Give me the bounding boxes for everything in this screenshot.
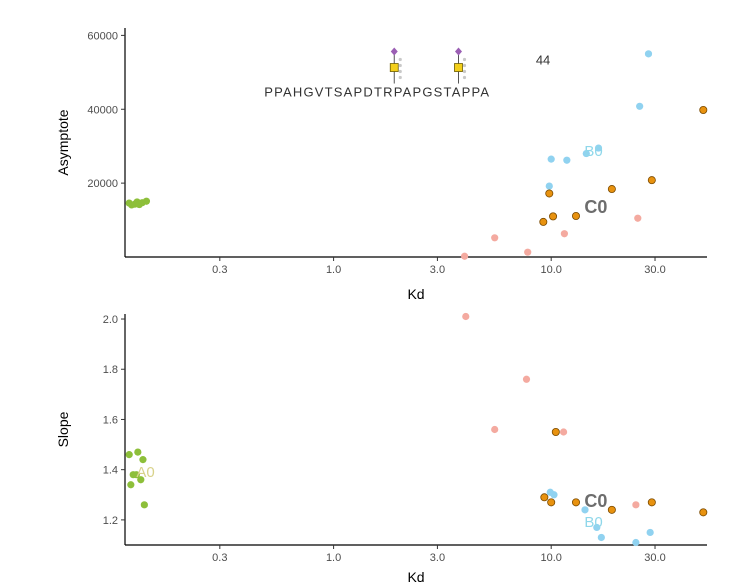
asymptote-x-tick-label: 30.0 [644, 264, 665, 276]
slope-y-tick-label: 1.6 [103, 414, 118, 426]
asymptote-y-tick-label: 20000 [87, 178, 118, 190]
asymptote-point-series-3 [607, 185, 616, 194]
asymptote-point-series-1 [461, 252, 469, 260]
asymptote-y-tick-label: 40000 [87, 104, 118, 116]
glycan-symbol [454, 47, 467, 84]
glycan-dot [462, 69, 467, 74]
asymptote-annotations: B0 C0 44 PPAHGVTSAPDTRPAPGSTAPPA [264, 47, 607, 217]
asymptote-annotation-label: B0 [584, 143, 602, 160]
slope-point-series-3 [547, 498, 556, 507]
asymptote-point-series-3 [549, 212, 558, 221]
asymptote-point-series-2 [644, 50, 653, 58]
glycan-square [454, 63, 463, 72]
asymptote-point-series-1 [560, 230, 569, 238]
slope-panel: C0 B0 A0 0.3 1.0 3.0 10.0 30.0 1.2 1.4 1.6 1.8 2.0 K… [55, 312, 708, 585]
asymptote-annotation-label: 44 [536, 53, 550, 68]
slope-point-series-2 [632, 538, 640, 547]
asymptote-point-series-2 [547, 155, 555, 163]
slope-y-tick-label: 1.2 [103, 515, 118, 527]
slope-y-axis-title: Slope [55, 411, 71, 447]
slope-point-series-3 [699, 508, 708, 517]
slope-point-series-3 [571, 498, 580, 507]
slope-x-tick-label: 30.0 [644, 552, 665, 564]
asymptote-x-axis-title: Kd [407, 286, 424, 302]
asymptote-x-tick-label: 0.3 [212, 264, 227, 276]
asymptote-point-series-2 [582, 149, 590, 158]
asymptote-point-series-2 [636, 102, 644, 110]
slope-x-axis-title: Kd [407, 569, 424, 585]
asymptote-point-series-3 [647, 176, 656, 185]
glycan-square [389, 63, 399, 72]
asymptote-marks [125, 50, 708, 260]
glycan-dot [398, 75, 402, 80]
slope-point-series-3 [540, 493, 549, 502]
asymptote-x-tick-label: 3.0 [430, 264, 445, 276]
slope-annotation-label: A0 [136, 464, 154, 481]
slope-point-series-0 [132, 471, 140, 479]
glycan-diamond [455, 47, 463, 56]
slope-x-tick-label: 3.0 [430, 552, 445, 564]
slope-point-series-0 [139, 456, 147, 464]
slope-point-series-0 [127, 481, 135, 489]
slope-point-series-1 [462, 312, 470, 321]
slope-point-series-3 [647, 498, 656, 507]
slope-y-tick-label: 1.4 [103, 465, 118, 477]
asymptote-panel: B0 C0 44 PPAHGVTSAPDTRPAPGSTAPPA 0.3 1.0 3.0 1… [55, 28, 708, 302]
glycan-dot [462, 75, 467, 80]
glycan-dot [462, 57, 467, 62]
asymptote-point-series-2 [545, 182, 553, 190]
slope-annotations: C0 B0 A0 [136, 464, 607, 531]
glycan-dot [398, 69, 402, 74]
asymptote-annotation-label: C0 [584, 197, 607, 217]
glycan-dot [398, 63, 402, 68]
slope-point-series-3 [607, 505, 616, 514]
asymptote-point-series-3 [699, 105, 708, 114]
slope-x-tick-label: 10.0 [540, 552, 561, 564]
asymptote-y-tick-label: 60000 [87, 30, 118, 42]
slope-annotation-label: B0 [584, 514, 602, 531]
asymptote-point-series-3 [571, 212, 580, 221]
slope-annotation-label: C0 [584, 491, 607, 511]
slope-point-series-0 [140, 501, 148, 509]
slope-point-series-2 [597, 533, 605, 542]
slope-point-series-1 [522, 375, 531, 383]
slope-y-tick-label: 2.0 [103, 314, 118, 326]
asymptote-point-series-2 [594, 144, 603, 152]
asymptote-point-series-3 [539, 217, 548, 226]
asymptote-point-series-2 [563, 156, 571, 164]
asymptote-point-series-1 [524, 248, 532, 256]
slope-point-series-3 [551, 428, 560, 437]
slope-point-series-1 [632, 501, 640, 509]
asymptote-point-series-1 [634, 214, 642, 222]
asymptote-point-series-3 [545, 189, 554, 198]
asymptote-y-axis-title: Asymptote [55, 109, 71, 175]
glycan-symbol [389, 47, 402, 84]
slope-y-tick-label: 1.8 [103, 364, 118, 376]
slope-x-tick-label: 0.3 [212, 552, 227, 564]
slope-x-tick-label: 1.0 [326, 552, 341, 564]
glycan-diamond [390, 47, 398, 56]
slope-point-series-1 [559, 428, 568, 436]
slope-point-series-0 [137, 476, 145, 484]
peptide-sequence-label: PPAHGVTSAPDTRPAPGSTAPPA [264, 85, 490, 100]
asymptote-point-series-0 [142, 197, 151, 205]
asymptote-x-tick-label: 1.0 [326, 264, 341, 276]
asymptote-x-tick-label: 10.0 [540, 264, 561, 276]
asymptote-point-series-1 [491, 234, 499, 242]
slope-point-series-0 [125, 451, 133, 459]
slope-point-series-2 [646, 528, 654, 537]
slope-point-series-2 [550, 491, 558, 499]
slope-point-series-2 [593, 523, 601, 532]
slope-point-series-0 [134, 448, 142, 456]
slope-marks [125, 312, 708, 547]
glycan-dot [462, 63, 467, 68]
slope-point-series-2 [581, 506, 589, 514]
slope-point-series-1 [491, 425, 499, 434]
glycan-dot [398, 57, 402, 62]
